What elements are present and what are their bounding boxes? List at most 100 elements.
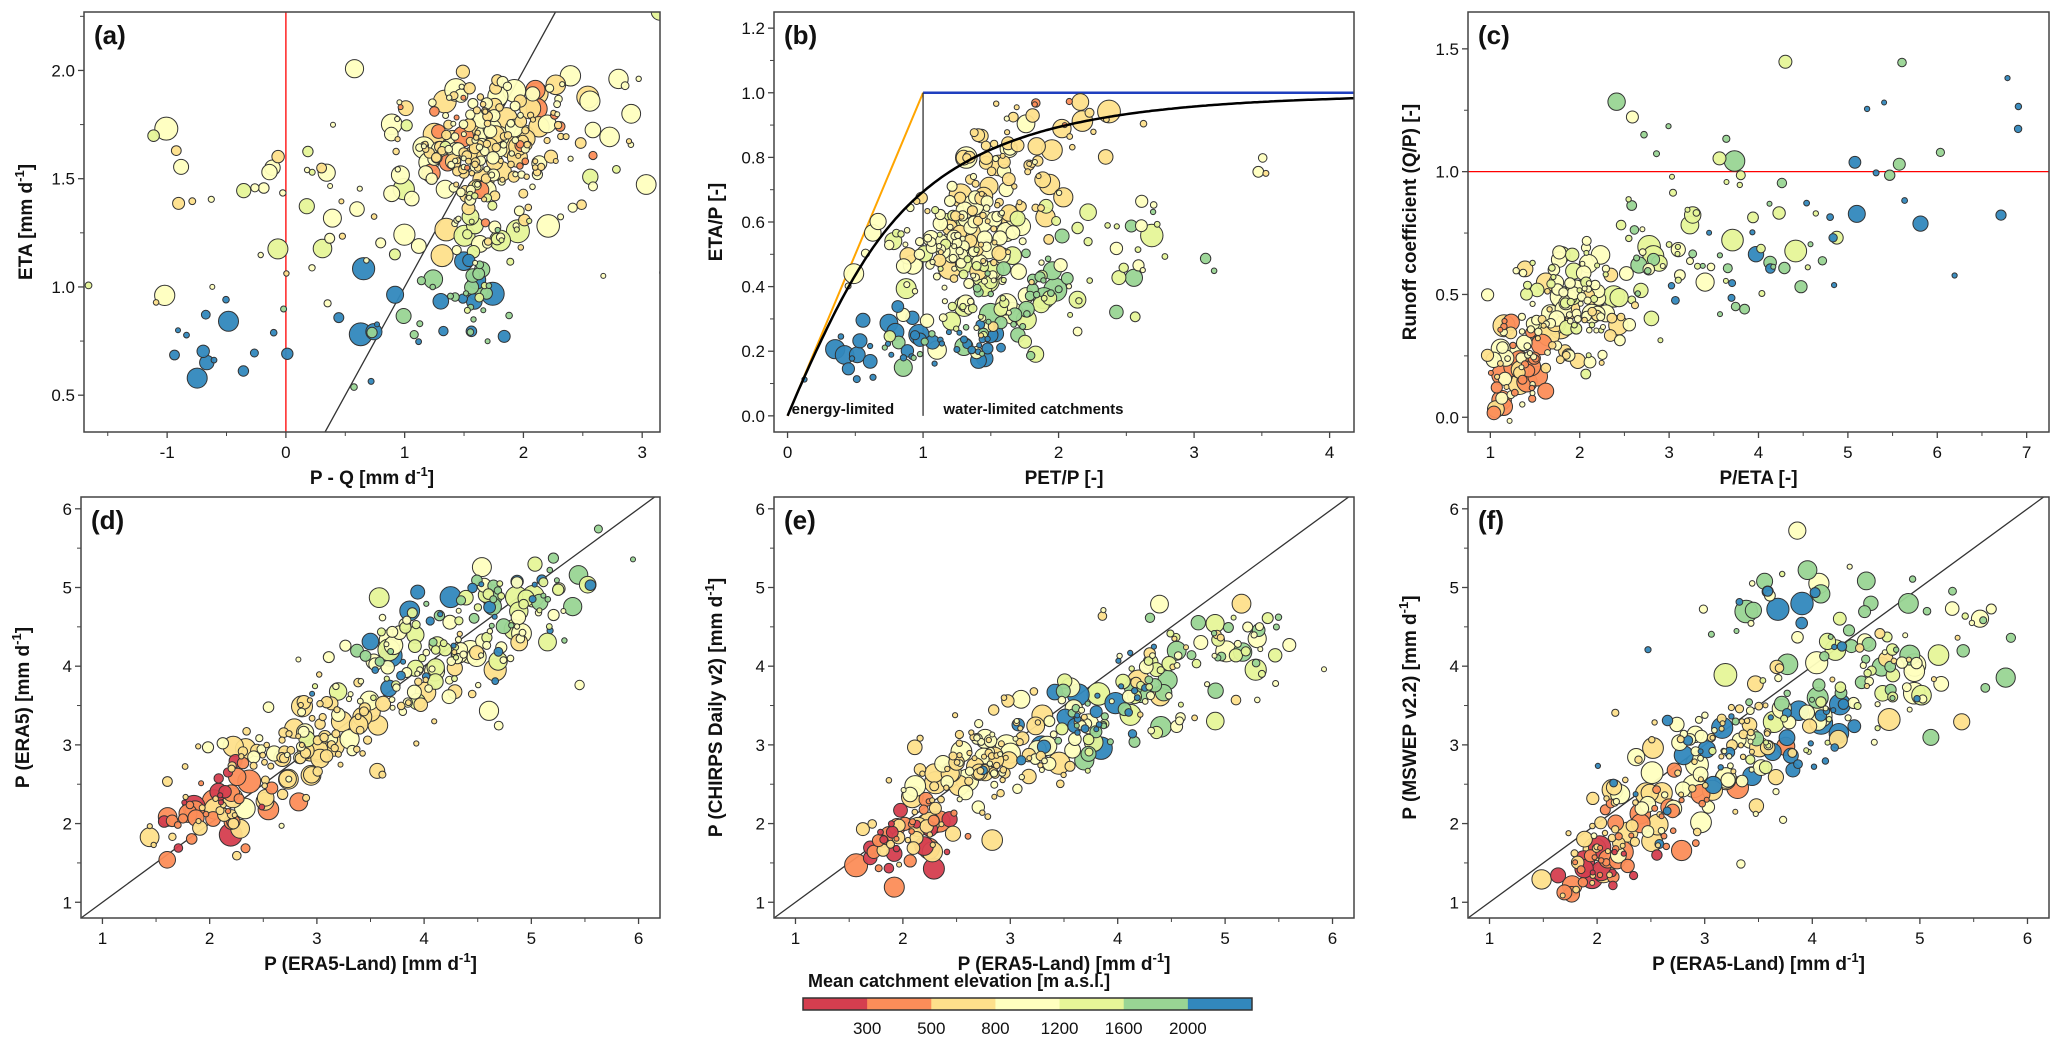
data-point xyxy=(954,191,967,204)
data-point xyxy=(1671,839,1693,862)
panel-c: 1 2 3 4 5 6 7 0.0 0.5 1.0 1.5 (c) P/ETA [-] Runoff co… xyxy=(1400,11,2050,489)
data-point xyxy=(517,244,525,251)
data-point xyxy=(1017,725,1024,732)
data-point xyxy=(599,126,620,148)
data-point xyxy=(1064,760,1076,772)
data-point xyxy=(152,299,160,306)
data-point xyxy=(332,682,340,691)
data-point xyxy=(1678,791,1685,798)
data-point xyxy=(1773,695,1790,712)
x-tick-label: 3 xyxy=(1664,443,1673,462)
data-point xyxy=(1625,196,1632,203)
data-point xyxy=(972,215,984,226)
data-point xyxy=(1807,241,1814,248)
data-point xyxy=(593,524,603,534)
data-point xyxy=(897,230,905,238)
data-point xyxy=(848,355,856,362)
data-point xyxy=(1763,730,1771,737)
data-point xyxy=(147,129,160,142)
data-point xyxy=(311,683,319,690)
data-point xyxy=(258,803,266,811)
data-point xyxy=(561,637,568,644)
data-point xyxy=(1073,722,1080,729)
data-point xyxy=(1191,714,1198,722)
data-point xyxy=(1979,616,1988,625)
data-point xyxy=(999,295,1007,302)
data-point xyxy=(1807,740,1814,747)
data-point xyxy=(1954,634,1961,641)
plot-area xyxy=(81,497,656,918)
data-point xyxy=(1620,850,1627,857)
data-point xyxy=(1519,401,1526,408)
data-point xyxy=(1802,718,1818,734)
data-point xyxy=(357,678,365,685)
data-point xyxy=(1228,648,1244,663)
data-point xyxy=(422,648,431,657)
data-point xyxy=(1028,278,1035,286)
data-point xyxy=(966,749,973,757)
data-point xyxy=(465,157,472,165)
data-point xyxy=(478,700,500,721)
data-point xyxy=(612,165,621,174)
data-point xyxy=(455,595,467,606)
data-point xyxy=(1510,388,1519,397)
data-point xyxy=(386,285,405,304)
data-point xyxy=(195,818,202,825)
data-point xyxy=(980,140,992,151)
data-point xyxy=(1041,757,1048,765)
data-point xyxy=(175,327,181,334)
x-axis-title-text: P/ETA [-] xyxy=(1719,468,1797,489)
data-point xyxy=(1622,776,1629,784)
data-point xyxy=(1674,276,1682,284)
data-point xyxy=(1720,772,1736,788)
data-point xyxy=(249,348,259,358)
data-point xyxy=(1037,204,1045,212)
data-point xyxy=(997,740,1005,748)
data-point xyxy=(395,308,412,324)
data-point xyxy=(547,552,560,564)
y-axis-title-end: ] xyxy=(16,164,37,170)
data-point xyxy=(1817,256,1828,266)
y-tick-label: 6 xyxy=(63,500,72,519)
data-point xyxy=(1708,746,1717,756)
data-point xyxy=(1874,725,1881,732)
data-point xyxy=(918,804,929,815)
data-point xyxy=(963,278,975,289)
data-point xyxy=(1529,259,1536,267)
data-point xyxy=(991,245,1007,261)
data-point xyxy=(408,639,422,653)
data-point xyxy=(529,183,536,191)
data-point xyxy=(1667,282,1676,290)
data-point xyxy=(1257,153,1268,163)
data-point xyxy=(455,607,462,614)
data-point xyxy=(545,623,553,630)
data-point xyxy=(1619,842,1626,849)
data-point xyxy=(990,225,998,233)
plot-area xyxy=(774,497,1350,918)
data-point xyxy=(531,581,538,588)
data-point xyxy=(560,608,567,614)
data-point xyxy=(545,83,555,93)
data-point xyxy=(466,328,475,336)
data-point xyxy=(1825,716,1833,723)
data-point xyxy=(1067,311,1074,318)
data-point xyxy=(479,101,487,108)
data-point xyxy=(574,137,587,149)
data-point xyxy=(1684,206,1691,213)
data-point xyxy=(1611,708,1620,717)
plot-frame xyxy=(773,11,1355,433)
data-point xyxy=(1534,335,1541,342)
data-point xyxy=(990,277,997,284)
data-point xyxy=(483,237,493,246)
data-point xyxy=(1580,368,1592,380)
data-point xyxy=(1727,703,1736,712)
data-point xyxy=(891,300,905,313)
data-point xyxy=(852,333,868,349)
data-point xyxy=(1576,830,1593,848)
data-point xyxy=(356,697,364,705)
data-point xyxy=(888,351,895,358)
y-axis-title: P (ERA5) [mm d-1] xyxy=(9,627,34,788)
data-point xyxy=(1836,641,1848,652)
data-point xyxy=(895,258,912,274)
